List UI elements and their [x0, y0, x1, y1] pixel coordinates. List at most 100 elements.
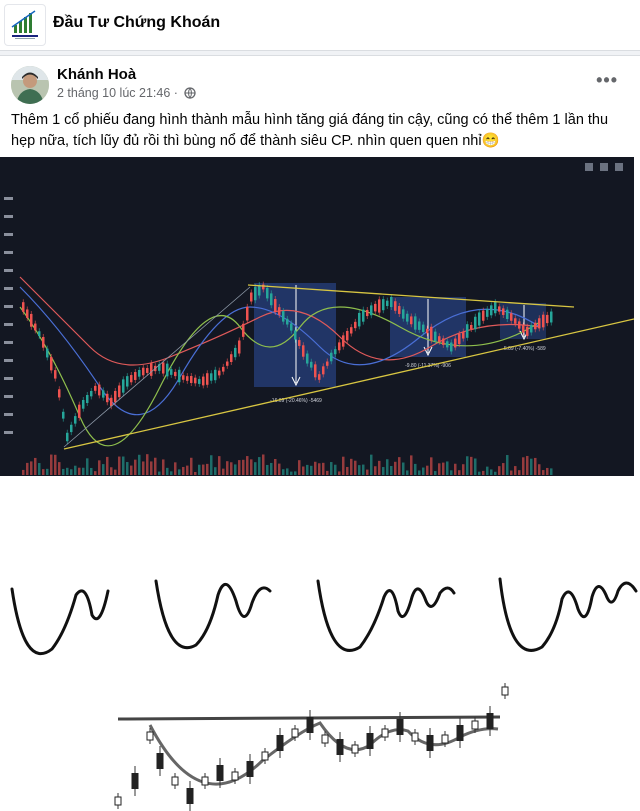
candle — [550, 311, 553, 323]
candle — [46, 348, 49, 358]
volume-bar — [446, 461, 449, 475]
volume-bar — [130, 465, 133, 475]
volume-bar — [206, 463, 209, 475]
sketch-candle — [306, 717, 314, 733]
candle — [166, 363, 169, 377]
volume-bar — [210, 455, 213, 475]
pattern-sketch-image[interactable] — [0, 511, 640, 811]
volume-bar — [82, 467, 85, 475]
volume-bar — [158, 471, 161, 475]
volume-bar — [534, 457, 537, 475]
volume-bar — [178, 469, 181, 475]
candle — [126, 376, 129, 387]
candle — [74, 416, 77, 424]
candle — [42, 336, 45, 348]
sketch-candle — [261, 751, 269, 761]
sketch-candle — [456, 725, 464, 741]
volume-bar — [378, 460, 381, 475]
post-timestamp[interactable]: 2 tháng 10 lúc 21:46 — [57, 86, 171, 100]
stock-chart-image[interactable]: -16.69 (-20.46%) -5469 -9.80 (-11.37%) -… — [0, 157, 634, 476]
volume-bar — [226, 461, 229, 475]
volume-bar — [466, 456, 469, 475]
sketch-candle — [471, 720, 479, 730]
candle — [118, 385, 121, 398]
candle — [406, 313, 409, 322]
volume-bar — [374, 466, 377, 475]
sketch-candle — [396, 719, 404, 735]
volume-bar — [362, 464, 365, 475]
author-name[interactable]: Khánh Hoà — [57, 66, 137, 83]
candle — [298, 340, 301, 346]
measure-label-1: -16.69 (-20.46%) -5469 — [270, 398, 322, 404]
volume-bar — [398, 457, 401, 475]
volume-bar — [418, 470, 421, 475]
volume-bar — [34, 457, 37, 475]
volume-bar — [530, 458, 533, 475]
candle — [226, 361, 229, 366]
candle — [306, 353, 309, 364]
volume-bar — [346, 466, 349, 475]
candle — [158, 364, 161, 371]
sketch-candle — [146, 731, 154, 741]
candle — [270, 293, 273, 306]
volume-bar — [274, 459, 277, 475]
volume-bar — [30, 461, 33, 475]
candle — [506, 309, 509, 319]
candle — [422, 324, 425, 333]
candle — [458, 333, 461, 345]
candle — [382, 299, 385, 311]
candle — [518, 321, 521, 329]
candle — [110, 397, 113, 407]
candle — [54, 370, 57, 379]
candle — [338, 342, 341, 351]
volume-bar — [510, 470, 513, 475]
volume-bar — [442, 462, 445, 475]
volume-bar — [102, 464, 105, 475]
group-name[interactable]: Đầu Tư Chứng Khoán — [53, 14, 221, 31]
volume-bar — [94, 471, 97, 475]
group-logo[interactable] — [4, 4, 46, 46]
volume-bar — [426, 465, 429, 475]
candle — [442, 338, 445, 345]
volume-bar — [234, 464, 237, 475]
candle — [318, 374, 321, 380]
volume-bar — [46, 468, 49, 475]
sketch-candle — [321, 734, 329, 744]
candle — [250, 292, 253, 302]
candle — [174, 371, 177, 377]
sketch-candle — [131, 773, 139, 789]
volume-bar — [470, 456, 473, 475]
candle — [538, 318, 541, 329]
volume-bar — [242, 459, 245, 475]
candle — [130, 375, 133, 383]
candle — [30, 313, 33, 327]
volume-bar — [338, 471, 341, 475]
volume-bar — [126, 462, 129, 475]
sketch-candle — [231, 771, 239, 781]
volume-bar — [166, 467, 169, 475]
volume-bar — [194, 471, 197, 475]
candle — [26, 309, 29, 318]
candle — [114, 390, 117, 403]
volume-bar — [222, 468, 225, 475]
candle — [282, 311, 285, 322]
volume-bar — [490, 469, 493, 475]
sketch-candle — [501, 686, 509, 696]
candle — [242, 323, 245, 337]
globe-icon — [184, 87, 197, 102]
candle — [222, 366, 225, 372]
volume-bar — [314, 461, 317, 475]
volume-bars — [22, 454, 553, 475]
volume-bar — [266, 464, 269, 475]
more-options-button[interactable]: ••• — [596, 70, 618, 90]
candle — [286, 318, 289, 325]
volume-bar — [58, 462, 61, 475]
candle — [170, 369, 173, 375]
post-text: Thêm 1 cổ phiếu đang hình thành mẫu hình… — [11, 112, 609, 149]
candle — [530, 324, 533, 333]
volume-bar — [62, 468, 65, 475]
volume-bar — [186, 465, 189, 475]
volume-bar — [230, 462, 233, 475]
avatar[interactable] — [11, 66, 49, 104]
volume-bar — [330, 462, 333, 475]
